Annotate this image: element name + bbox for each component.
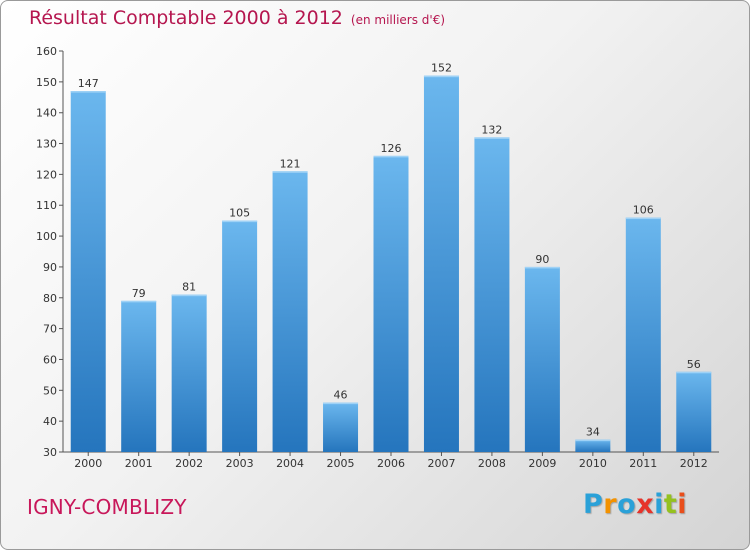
bar xyxy=(373,155,409,452)
chart-title: Résultat Comptable 2000 à 2012 (en millie… xyxy=(29,7,445,29)
bar-value-label: 90 xyxy=(535,253,549,266)
y-tick-label: 130 xyxy=(36,138,57,151)
x-tick-label: 2006 xyxy=(377,457,405,470)
x-tick-label: 2007 xyxy=(427,457,455,470)
y-tick-label: 120 xyxy=(36,168,57,181)
y-tick-label: 150 xyxy=(36,76,57,89)
y-tick-label: 60 xyxy=(43,353,57,366)
bar xyxy=(323,402,359,452)
bar xyxy=(171,294,207,452)
bar xyxy=(524,266,560,452)
x-tick-label: 2011 xyxy=(629,457,657,470)
x-tick-label: 2002 xyxy=(175,457,203,470)
y-tick-label: 30 xyxy=(43,446,57,459)
bar-value-label: 105 xyxy=(229,207,250,220)
bar xyxy=(474,137,510,452)
y-tick-label: 110 xyxy=(36,199,57,212)
y-tick-label: 80 xyxy=(43,292,57,305)
bar-highlight xyxy=(323,402,359,405)
logo-letter: i xyxy=(677,489,688,520)
bar xyxy=(121,300,157,452)
bar-highlight xyxy=(121,300,157,303)
y-tick-label: 90 xyxy=(43,261,57,274)
bar-highlight xyxy=(524,266,560,269)
bar-value-label: 132 xyxy=(481,123,502,136)
bar-highlight xyxy=(373,155,409,158)
bar xyxy=(423,75,459,452)
chart-unit: (en milliers d'€) xyxy=(350,13,446,27)
y-tick-label: 50 xyxy=(43,384,57,397)
bar xyxy=(625,217,661,452)
x-tick-label: 2008 xyxy=(478,457,506,470)
bar-value-label: 56 xyxy=(687,358,701,371)
logo-letter: r xyxy=(603,489,618,520)
bar-value-label: 121 xyxy=(280,157,301,170)
city-name: IGNY-COMBLIZY xyxy=(27,495,187,519)
x-tick-label: 2009 xyxy=(528,457,556,470)
bar-value-label: 79 xyxy=(132,287,146,300)
x-tick-label: 2004 xyxy=(276,457,304,470)
bar xyxy=(575,439,611,452)
bar xyxy=(222,220,258,452)
chart-title-text: Résultat Comptable 2000 à 2012 xyxy=(29,7,343,29)
y-tick-label: 70 xyxy=(43,323,57,336)
y-tick-label: 160 xyxy=(36,45,57,58)
logo-letter: P xyxy=(583,489,604,520)
bar xyxy=(272,171,308,453)
x-tick-label: 2003 xyxy=(226,457,254,470)
labels: 147 2000 79 2001 81 2002 105 2003 121 2004 46 2005 1… xyxy=(74,62,708,470)
y-tick-label: 100 xyxy=(36,230,57,243)
bar-highlight xyxy=(222,220,258,223)
bar-value-label: 152 xyxy=(431,62,452,75)
proxiti-logo: Proxiti xyxy=(583,489,687,520)
bars xyxy=(70,75,712,453)
bar-value-label: 126 xyxy=(381,142,402,155)
bar-value-label: 106 xyxy=(633,204,654,217)
bar-highlight xyxy=(272,171,308,173)
logo-letter: o xyxy=(617,489,637,520)
bar-highlight xyxy=(423,75,459,78)
y-tick-label: 140 xyxy=(36,107,57,120)
logo-letter: t xyxy=(663,489,678,520)
x-tick-label: 2012 xyxy=(680,457,708,470)
bar-highlight xyxy=(70,91,106,93)
bar-highlight xyxy=(625,217,661,220)
bar-highlight xyxy=(676,371,712,374)
x-tick-label: 2001 xyxy=(125,457,153,470)
bar xyxy=(70,91,106,452)
x-tick-label: 2005 xyxy=(327,457,355,470)
bar-value-label: 81 xyxy=(182,281,196,294)
y-tick-label: 40 xyxy=(43,415,57,428)
bar-highlight xyxy=(474,137,510,139)
bar xyxy=(676,371,712,452)
x-tick-label: 2010 xyxy=(579,457,607,470)
bar-value-label: 147 xyxy=(78,77,99,90)
bar-value-label: 34 xyxy=(586,426,600,439)
bar-highlight xyxy=(171,294,207,297)
bar-highlight xyxy=(575,439,611,442)
logo-letter: i xyxy=(654,489,664,520)
bar-value-label: 46 xyxy=(334,389,348,402)
logo-letter: x xyxy=(636,489,655,520)
x-tick-label: 2000 xyxy=(74,457,102,470)
